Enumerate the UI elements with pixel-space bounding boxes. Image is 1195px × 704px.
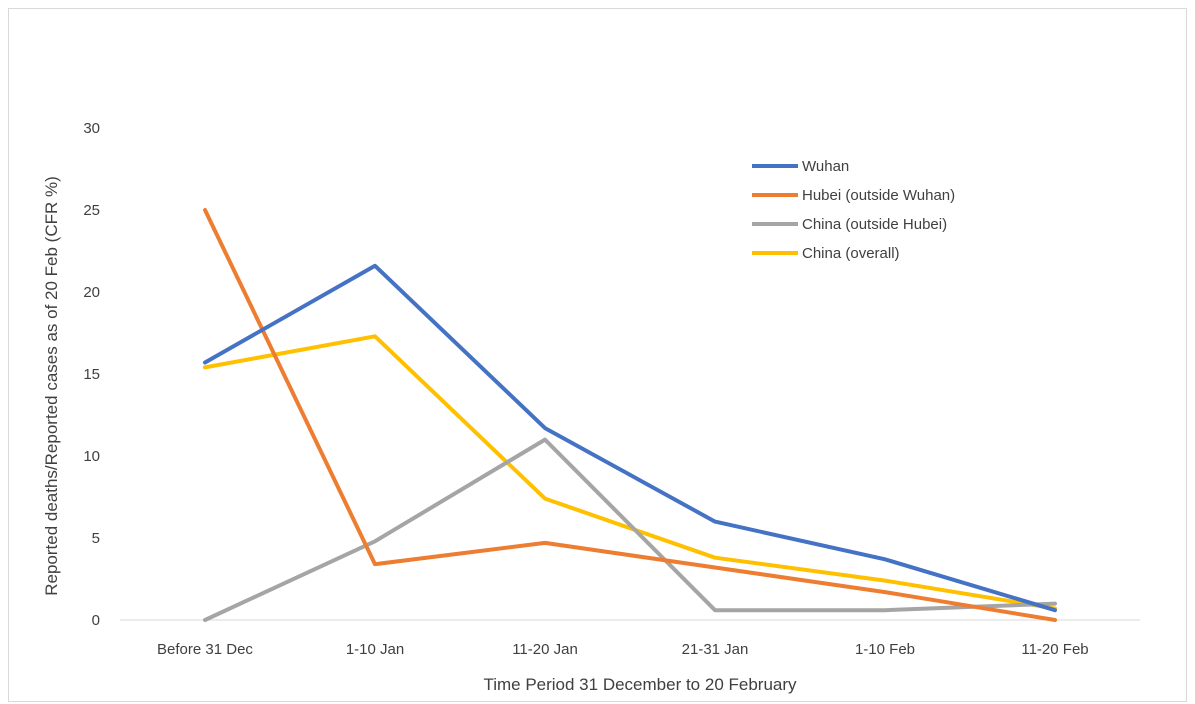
y-tick-label: 5 <box>92 530 100 547</box>
x-tick-label: 1-10 Jan <box>346 641 404 658</box>
series-lines <box>203 208 1057 622</box>
legend-label: China (overall) <box>802 245 900 262</box>
series-line-3 <box>203 334 1057 611</box>
y-tick-label: 25 <box>83 202 100 219</box>
y-tick-label: 15 <box>83 366 100 383</box>
x-tick-label: 21-31 Jan <box>682 641 749 658</box>
series-line-1 <box>203 208 1057 622</box>
x-tick-label: 1-10 Feb <box>855 641 915 658</box>
x-tick-label: 11-20 Feb <box>1021 641 1088 658</box>
series-line-0 <box>203 263 1057 613</box>
legend: Wuhan Hubei (outside Wuhan) China (outside… <box>752 158 955 262</box>
x-tick-label: Before 31 Dec <box>157 641 253 658</box>
y-tick-label: 10 <box>83 448 100 465</box>
chart-frame <box>8 8 1187 702</box>
y-axis: 0 5 10 15 20 25 30 <box>83 120 100 629</box>
y-axis-title: Reported deaths/Reported cases as of 20 … <box>42 176 61 596</box>
legend-label: Hubei (outside Wuhan) <box>802 187 955 204</box>
legend-label: China (outside Hubei) <box>802 216 947 233</box>
x-axis: Before 31 Dec 1-10 Jan 11-20 Jan 21-31 Jan 1… <box>120 619 1140 658</box>
x-tick-label: 11-20 Jan <box>512 641 578 658</box>
x-axis-title: Time Period 31 December to 20 February <box>483 675 797 694</box>
y-tick-label: 0 <box>92 612 100 629</box>
legend-label: Wuhan <box>802 158 849 175</box>
y-tick-label: 20 <box>83 284 100 301</box>
series-line-2 <box>203 437 1057 622</box>
y-tick-label: 30 <box>83 120 100 137</box>
